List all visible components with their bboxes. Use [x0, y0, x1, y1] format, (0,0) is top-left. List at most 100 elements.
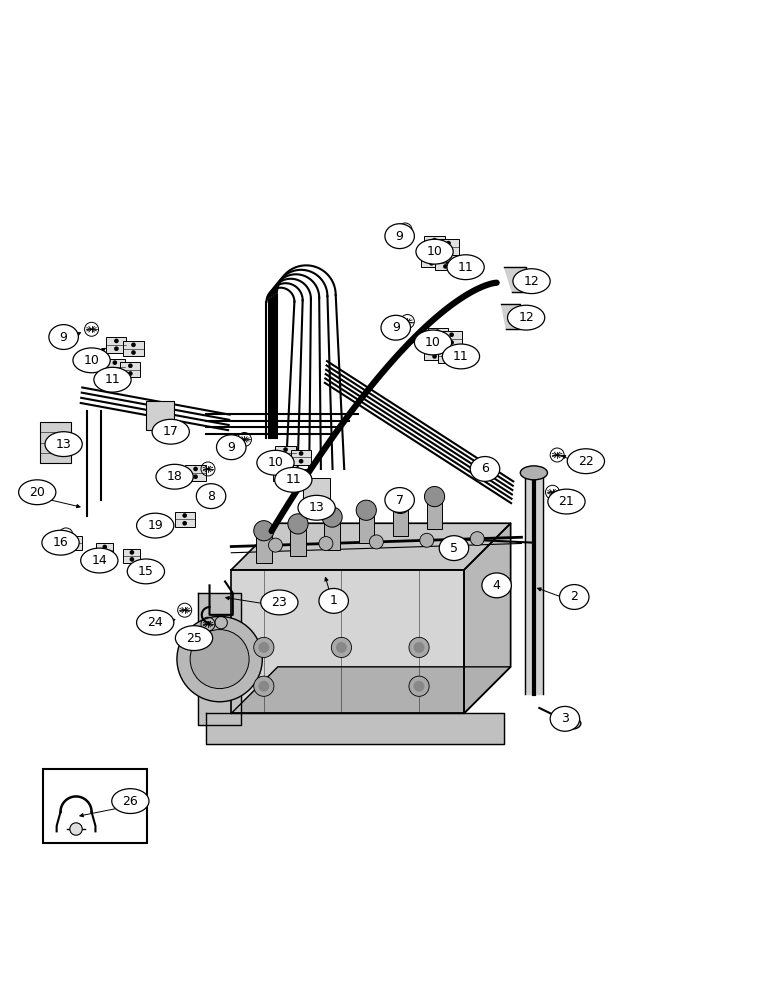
Ellipse shape: [513, 269, 550, 294]
Circle shape: [429, 253, 434, 258]
Circle shape: [113, 360, 117, 365]
Ellipse shape: [548, 489, 585, 514]
Circle shape: [299, 451, 303, 456]
Polygon shape: [525, 477, 543, 694]
Circle shape: [432, 245, 437, 250]
Circle shape: [409, 637, 429, 658]
Circle shape: [70, 823, 82, 835]
Bar: [393, 503, 408, 536]
Ellipse shape: [298, 495, 335, 520]
Ellipse shape: [19, 480, 56, 505]
Circle shape: [102, 552, 107, 556]
Circle shape: [128, 371, 133, 376]
Bar: [275, 446, 296, 461]
Text: 11: 11: [105, 373, 120, 386]
Circle shape: [446, 249, 451, 253]
Bar: [291, 450, 311, 465]
Text: 11: 11: [458, 261, 473, 274]
Circle shape: [254, 521, 274, 541]
Text: 9: 9: [396, 230, 404, 243]
Circle shape: [443, 256, 448, 261]
Bar: [96, 543, 113, 557]
Circle shape: [449, 340, 454, 345]
Bar: [123, 549, 140, 563]
Circle shape: [429, 261, 434, 266]
Circle shape: [190, 630, 249, 689]
Text: 4: 4: [493, 579, 501, 592]
Circle shape: [130, 550, 134, 555]
Bar: [105, 359, 125, 374]
Bar: [428, 328, 448, 343]
Circle shape: [258, 681, 269, 692]
Ellipse shape: [156, 464, 193, 489]
Circle shape: [369, 535, 383, 549]
Bar: [359, 510, 374, 543]
Circle shape: [113, 368, 117, 373]
Circle shape: [420, 533, 434, 547]
Circle shape: [432, 354, 437, 359]
Bar: [438, 348, 459, 363]
Circle shape: [254, 676, 274, 696]
Ellipse shape: [175, 626, 213, 651]
Text: 10: 10: [425, 336, 441, 349]
Bar: [290, 524, 306, 556]
Circle shape: [131, 350, 136, 355]
Text: 3: 3: [561, 712, 569, 725]
Bar: [106, 337, 126, 353]
Text: 15: 15: [138, 565, 154, 578]
Circle shape: [131, 342, 136, 347]
Circle shape: [435, 337, 440, 342]
Ellipse shape: [261, 590, 298, 615]
Circle shape: [102, 545, 107, 549]
Ellipse shape: [137, 513, 174, 538]
Ellipse shape: [137, 610, 174, 635]
Circle shape: [182, 521, 187, 526]
Circle shape: [443, 264, 448, 269]
Circle shape: [446, 349, 451, 354]
Polygon shape: [231, 523, 511, 570]
Ellipse shape: [385, 224, 414, 249]
Ellipse shape: [416, 239, 453, 264]
Bar: [40, 422, 71, 463]
Text: 11: 11: [286, 473, 301, 486]
Circle shape: [268, 538, 282, 552]
Text: 25: 25: [186, 632, 202, 645]
Text: 14: 14: [92, 554, 107, 567]
Circle shape: [128, 363, 133, 368]
Circle shape: [449, 332, 454, 337]
Circle shape: [182, 513, 187, 518]
Ellipse shape: [447, 255, 484, 280]
Text: 5: 5: [450, 542, 458, 555]
Text: 9: 9: [60, 331, 68, 344]
Circle shape: [193, 474, 198, 479]
Polygon shape: [198, 593, 241, 725]
Polygon shape: [231, 667, 511, 713]
Circle shape: [114, 339, 119, 343]
Text: 24: 24: [147, 616, 163, 629]
Bar: [65, 536, 82, 550]
Ellipse shape: [439, 536, 469, 561]
Circle shape: [336, 642, 347, 653]
Circle shape: [258, 642, 269, 653]
Ellipse shape: [550, 706, 580, 731]
Ellipse shape: [559, 585, 589, 609]
Polygon shape: [504, 267, 526, 292]
Ellipse shape: [73, 348, 110, 373]
Circle shape: [446, 357, 451, 362]
Bar: [256, 531, 272, 563]
Ellipse shape: [414, 330, 452, 355]
Circle shape: [356, 500, 376, 520]
Text: 6: 6: [481, 462, 489, 475]
Ellipse shape: [45, 432, 82, 457]
Ellipse shape: [482, 573, 511, 598]
Ellipse shape: [442, 344, 480, 369]
Text: 1: 1: [330, 594, 338, 607]
Circle shape: [446, 241, 451, 245]
Bar: [43, 769, 147, 843]
Circle shape: [193, 467, 198, 471]
Text: 18: 18: [167, 470, 182, 483]
Text: 10: 10: [268, 456, 283, 469]
Polygon shape: [206, 713, 504, 744]
Circle shape: [319, 537, 333, 551]
Bar: [273, 465, 293, 481]
